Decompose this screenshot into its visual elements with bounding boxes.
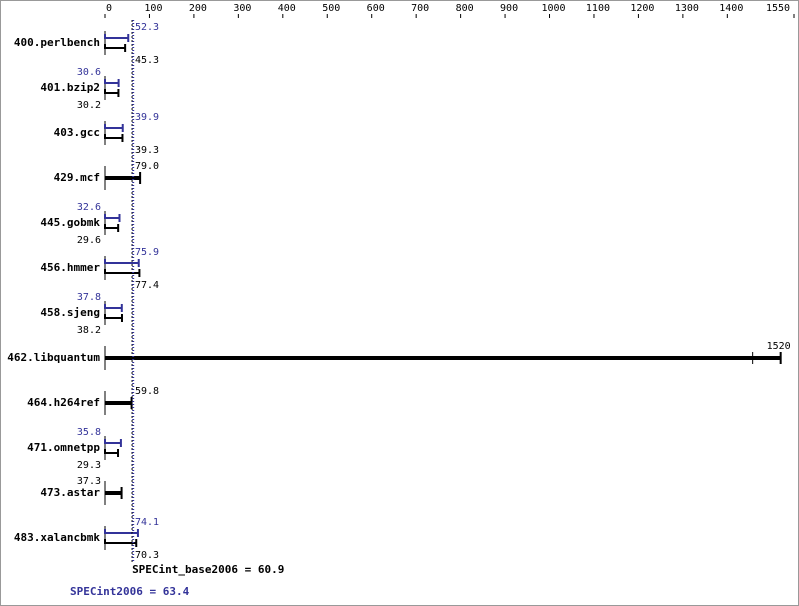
bar: [104, 34, 130, 42]
bar: [104, 134, 124, 142]
value-label: 37.8: [77, 292, 101, 303]
x-tick-label: 900: [500, 3, 518, 14]
value-label: 35.8: [77, 427, 101, 438]
value-label: 32.6: [77, 202, 101, 213]
bar: [104, 89, 120, 97]
x-tick-label: 300: [233, 3, 251, 14]
bar: [104, 449, 120, 457]
benchmark-label: 400.perlbench: [14, 36, 100, 49]
x-tick-label: 600: [367, 3, 385, 14]
benchmark-label: 429.mcf: [54, 171, 100, 184]
bar: [105, 176, 141, 180]
bar: [104, 314, 123, 322]
benchmark-label: 403.gcc: [54, 126, 100, 139]
value-label: 39.9: [135, 112, 159, 123]
benchmark-label: 471.omnetpp: [27, 441, 100, 454]
value-label: 29.3: [77, 460, 101, 471]
value-label: 39.3: [135, 145, 159, 156]
bar: [104, 79, 120, 87]
value-label: 75.9: [135, 247, 159, 258]
value-label: 59.8: [135, 386, 159, 397]
x-tick-label: 400: [278, 3, 296, 14]
bar: [104, 259, 140, 267]
peak-mean-label: SPECint2006 = 63.4: [70, 585, 190, 598]
bar: [105, 491, 122, 495]
bar: [104, 124, 124, 132]
bar: [104, 304, 123, 312]
x-tick-label: 1300: [675, 3, 699, 14]
value-label: 79.0: [135, 161, 159, 172]
value-label: 38.2: [77, 325, 101, 336]
benchmark-label: 483.xalancbmk: [14, 531, 100, 544]
benchmark-label: 464.h264ref: [27, 396, 100, 409]
value-label: 37.3: [77, 476, 101, 487]
value-label: 52.3: [135, 22, 159, 33]
bar: [104, 529, 139, 537]
x-tick-label: 100: [144, 3, 162, 14]
bar: [104, 214, 121, 222]
value-label: 29.6: [77, 235, 101, 246]
bar: [105, 401, 132, 405]
x-tick-label: 1100: [586, 3, 610, 14]
benchmark-label: 445.gobmk: [40, 216, 100, 229]
value-label: 77.4: [135, 280, 159, 291]
value-label: 30.2: [77, 100, 101, 111]
bar: [104, 44, 127, 52]
bar: [104, 269, 141, 277]
bar: [105, 356, 781, 360]
x-tick-label: 1400: [719, 3, 743, 14]
benchmark-label: 473.astar: [40, 486, 100, 499]
value-label: 1520: [767, 341, 791, 352]
bar: [104, 539, 138, 547]
x-tick-label: 200: [189, 3, 207, 14]
value-label: 30.6: [77, 67, 101, 78]
benchmark-label: 458.sjeng: [40, 306, 100, 319]
benchmark-label: 456.hmmer: [40, 261, 100, 274]
value-label: 74.1: [135, 517, 159, 528]
x-tick-label: 1000: [541, 3, 565, 14]
x-tick-label: 1200: [630, 3, 654, 14]
value-label: 70.3: [135, 550, 159, 561]
x-tick-label: 700: [411, 3, 429, 14]
x-tick-label: 0: [106, 3, 112, 14]
bar: [104, 439, 122, 447]
benchmark-label: 401.bzip2: [40, 81, 100, 94]
value-label: 45.3: [135, 55, 159, 66]
x-tick-label: 800: [456, 3, 474, 14]
benchmark-label: 462.libquantum: [7, 351, 100, 364]
bar: [104, 224, 120, 232]
base-mean-label: SPECint_base2006 = 60.9: [132, 563, 284, 576]
x-tick-label: 500: [322, 3, 340, 14]
x-tick-label: 1550: [766, 3, 790, 14]
